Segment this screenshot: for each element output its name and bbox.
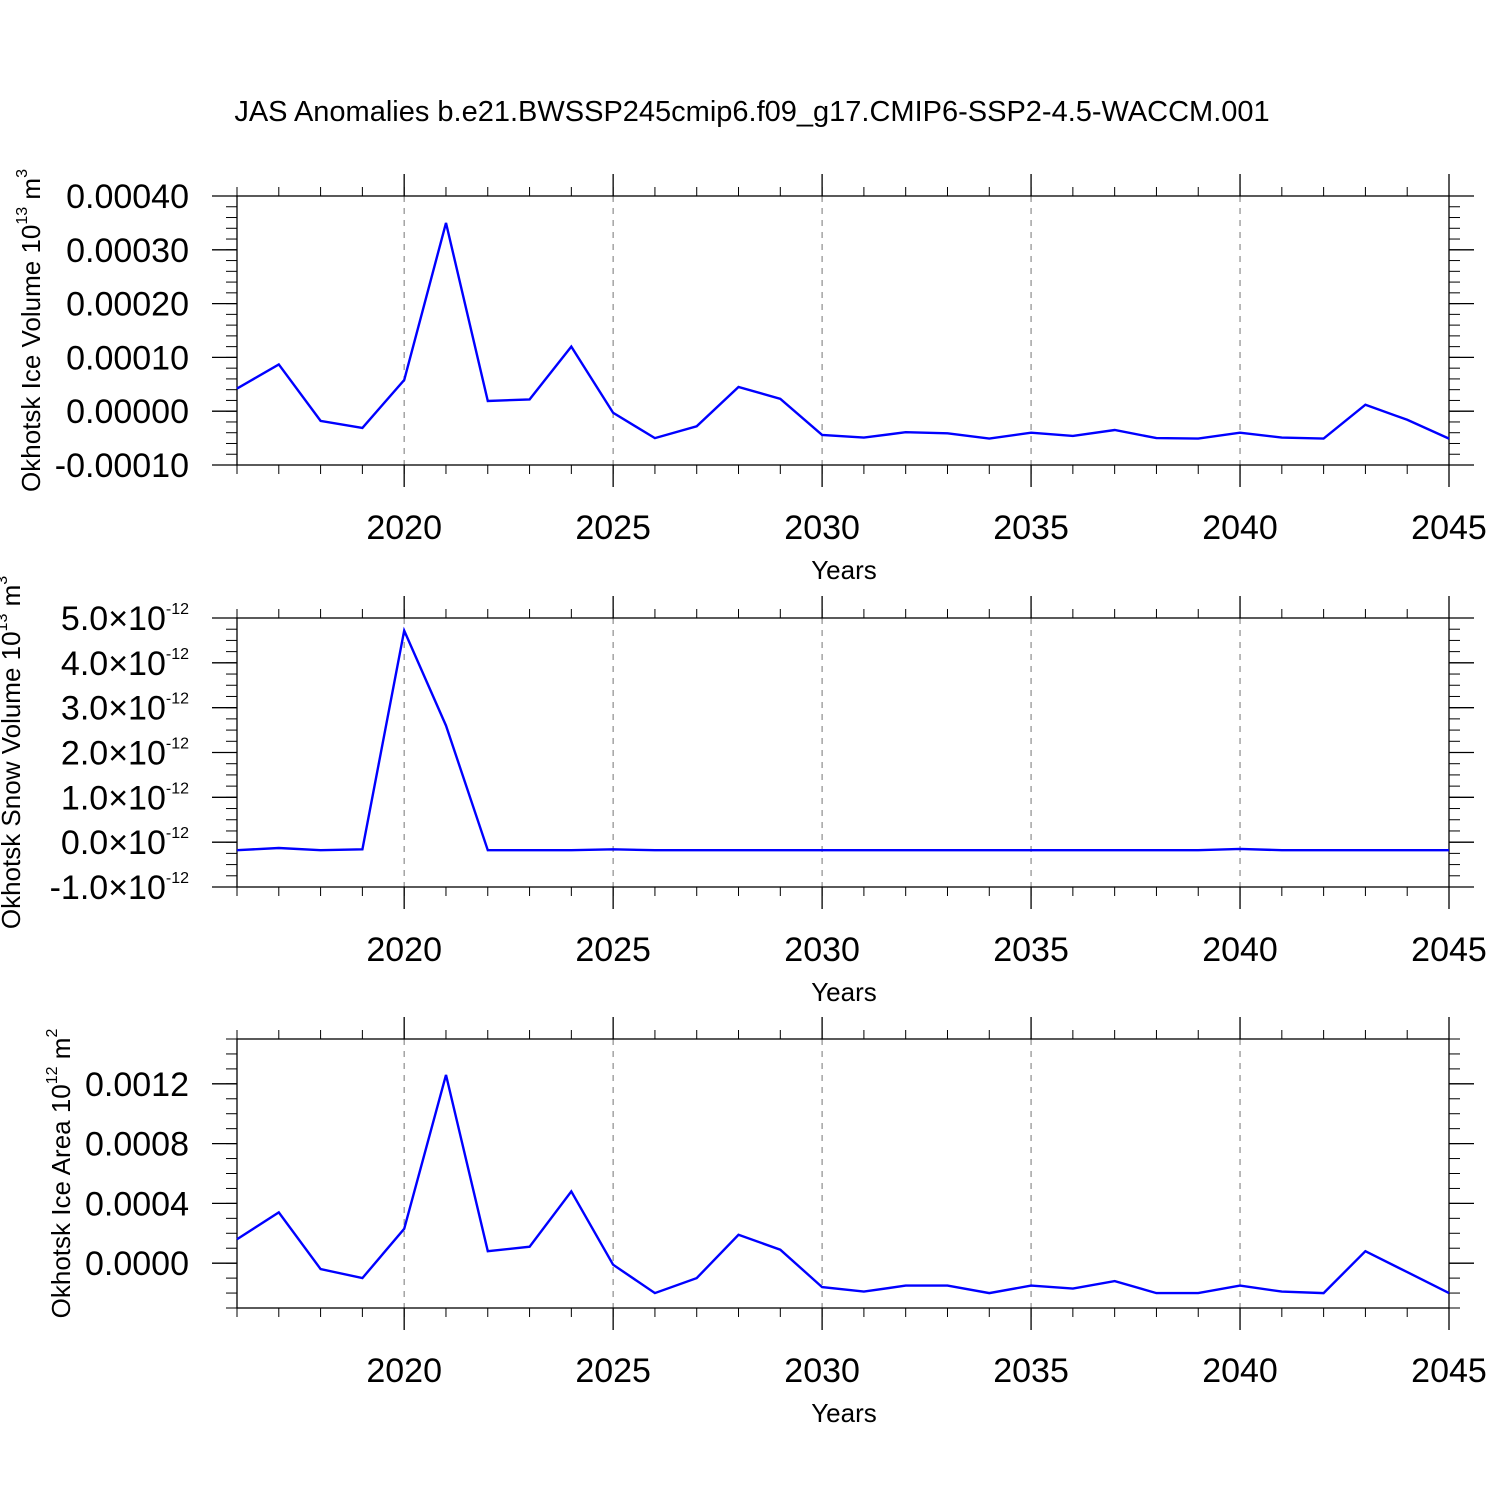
y-tick-mantissa: 0.0 (61, 824, 108, 862)
y-tick-times: ×10 (108, 600, 166, 638)
series-line-1 (236, 626, 1449, 852)
y-axis-label-main: Okhotsk Ice Volume 10 (16, 225, 46, 492)
x-tick-label: 2040 (1202, 1352, 1278, 1390)
y-tick-exponent: -12 (166, 646, 189, 663)
y-axis-label: Okhotsk Snow Volume 1013 m3 (0, 576, 26, 929)
panels: 2020 2025 2030 2035 2040 2045 Years -0.00010 0.0… (0, 169, 1487, 1428)
x-tick-label: 2030 (784, 509, 860, 547)
y-tick-times: ×10 (108, 735, 166, 773)
x-tick-label: 2025 (575, 509, 651, 547)
y-tick-times: ×10 (108, 779, 166, 817)
y-tick-mantissa: 3.0 (61, 690, 108, 728)
x-tick-label: 2045 (1411, 1352, 1487, 1390)
y-tick-label: 0.0008 (85, 1126, 189, 1164)
y-axis-label-unit: m (16, 178, 46, 207)
y-tick-exponent: -12 (166, 870, 189, 887)
y-tick-times: ×10 (108, 824, 166, 862)
x-tick-label: 2020 (366, 931, 442, 969)
y-axis-label-unit-exponent: 2 (44, 1029, 61, 1038)
series-line-1 (236, 222, 1450, 440)
x-tick-label: 2020 (366, 1352, 442, 1390)
x-tick-label: 2025 (575, 931, 651, 969)
y-tick-label: 0.00040 (66, 178, 189, 216)
y-tick-label: 0.00010 (66, 339, 189, 377)
y-axis-label: Okhotsk Ice Volume 1013 m3 (14, 169, 46, 492)
x-tick-label: 2035 (993, 931, 1069, 969)
plot-frame (236, 617, 1450, 888)
x-tick-label: 2030 (784, 1352, 860, 1390)
y-tick-label: 0.00030 (66, 232, 189, 270)
y-axis-label-exponent: 12 (44, 1066, 61, 1084)
y-axis-label-unit-exponent: 3 (0, 576, 11, 585)
y-axis-label: Okhotsk Ice Area 1012 m2 (44, 1029, 76, 1319)
x-tick-label: 2025 (575, 1352, 651, 1390)
y-axis-label-main: Okhotsk Ice Area 10 (46, 1084, 76, 1318)
y-tick-exponent: -12 (166, 601, 189, 618)
x-tick-label: 2045 (1411, 931, 1487, 969)
y-tick-label: 2.0×10-12 (61, 735, 189, 773)
figure-title: JAS Anomalies b.e21.BWSSP245cmip6.f09_g1… (234, 96, 1269, 128)
plot-frame (236, 195, 1450, 466)
y-tick-mantissa: 4.0 (61, 645, 108, 683)
series-line-1 (236, 1074, 1450, 1295)
y-tick-times: ×10 (108, 690, 166, 728)
y-tick-label: 0.0004 (85, 1185, 189, 1223)
y-tick-mantissa: 1.0 (61, 779, 108, 817)
x-axis-label: Years (811, 977, 877, 1007)
y-axis-label-unit-exponent: 3 (14, 169, 31, 178)
y-tick-exponent: -12 (166, 825, 189, 842)
y-tick-exponent: -12 (166, 691, 189, 708)
panel-3: 2020 2025 2030 2035 2040 2045 Years 0.0000 0.000… (44, 1017, 1487, 1428)
y-tick-label: 1.0×10-12 (61, 779, 189, 817)
y-tick-exponent: -12 (166, 780, 189, 797)
y-tick-label: -1.0×10-12 (50, 869, 190, 907)
x-axis-label: Years (811, 1398, 877, 1428)
y-tick-label: 0.0012 (85, 1066, 189, 1104)
y-tick-label: 4.0×10-12 (61, 645, 189, 683)
x-tick-label: 2045 (1411, 509, 1487, 547)
y-tick-label: 0.00000 (66, 393, 189, 431)
x-tick-label: 2035 (993, 1352, 1069, 1390)
y-tick-mantissa: 2.0 (61, 735, 108, 773)
y-tick-label: 5.0×10-12 (61, 600, 189, 638)
x-tick-label: 2040 (1202, 509, 1278, 547)
y-tick-label: 0.0×10-12 (61, 824, 189, 862)
y-tick-times: ×10 (108, 869, 166, 907)
y-tick-times: ×10 (108, 645, 166, 683)
x-tick-label: 2020 (366, 509, 442, 547)
y-tick-label: 0.00020 (66, 286, 189, 324)
x-axis-label: Years (811, 555, 877, 585)
y-tick-label: -0.00010 (55, 447, 189, 485)
y-axis-label-unit: m (46, 1038, 76, 1067)
y-axis-label-unit: m (0, 585, 26, 614)
y-axis-label-main: Okhotsk Snow Volume 10 (0, 631, 26, 929)
y-axis-label-exponent: 13 (14, 207, 31, 225)
y-tick-mantissa: -1.0 (50, 869, 109, 907)
x-tick-label: 2035 (993, 509, 1069, 547)
y-tick-label: 0.0000 (85, 1245, 189, 1283)
x-tick-label: 2040 (1202, 931, 1278, 969)
y-axis-label-exponent: 13 (0, 614, 11, 632)
y-tick-mantissa: 5.0 (61, 600, 108, 638)
y-tick-label: 3.0×10-12 (61, 690, 189, 728)
y-tick-exponent: -12 (166, 736, 189, 753)
panel-1: 2020 2025 2030 2035 2040 2045 Years -0.00010 0.0… (14, 169, 1487, 585)
panel-2: 2020 2025 2030 2035 2040 2045Years-1.0×10-120… (0, 576, 1487, 1007)
x-tick-label: 2030 (784, 931, 860, 969)
